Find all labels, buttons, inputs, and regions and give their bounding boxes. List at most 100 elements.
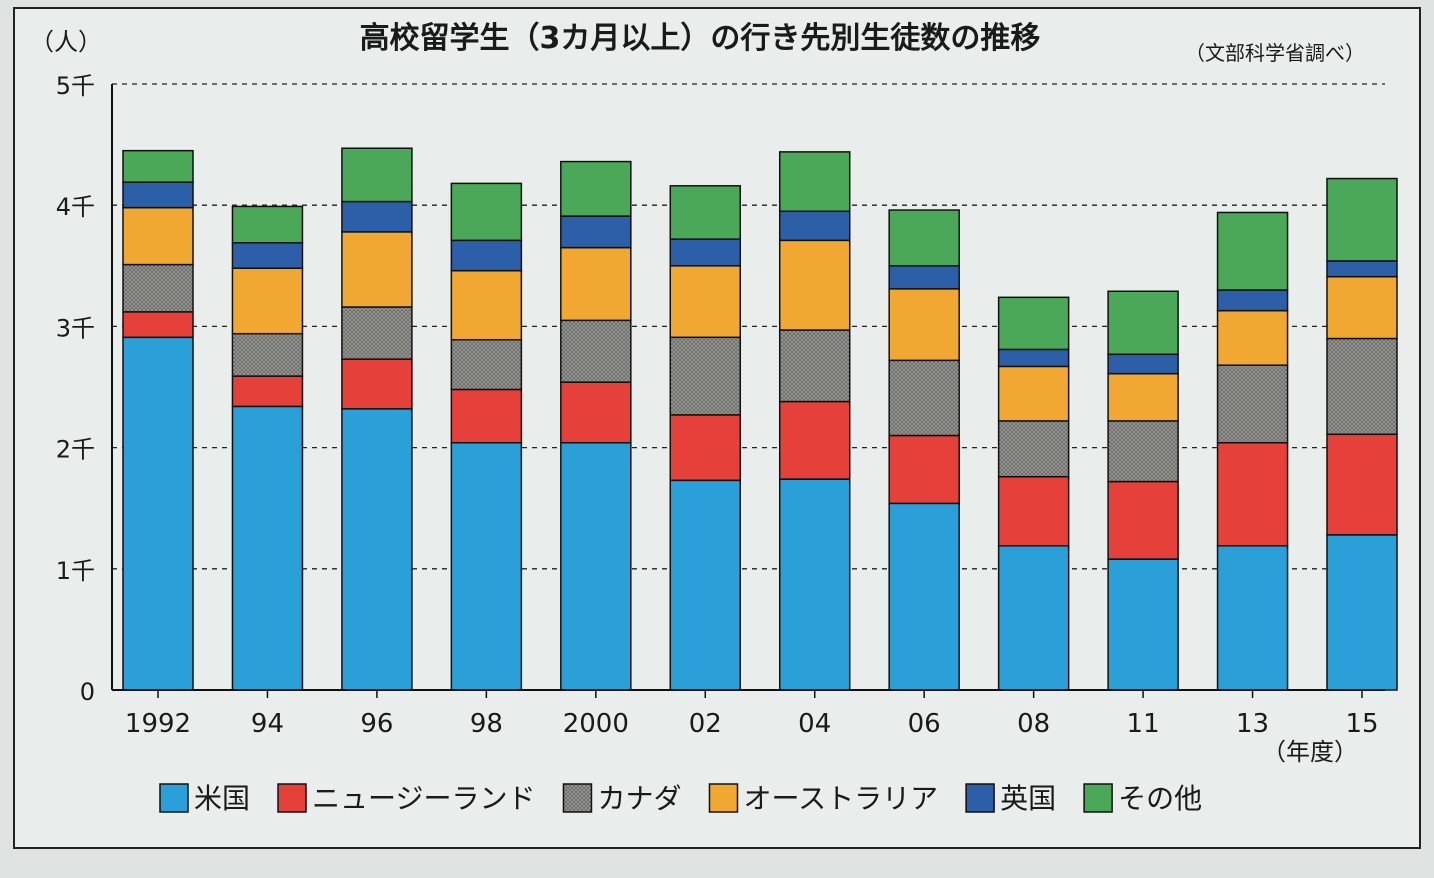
bar-segment bbox=[1107, 372, 1179, 422]
x-tick-label: 08 bbox=[1017, 709, 1050, 739]
bar-segment bbox=[231, 267, 304, 335]
bar-segment bbox=[1326, 534, 1398, 691]
bar-segment bbox=[122, 336, 194, 691]
bar-segment bbox=[341, 231, 413, 308]
bar-segment bbox=[1216, 545, 1289, 691]
x-axis-unit: （年度） bbox=[1262, 738, 1358, 766]
bar-segment bbox=[560, 215, 632, 249]
bar-segment bbox=[450, 239, 523, 272]
bar-segment bbox=[1216, 289, 1289, 312]
bar-segment bbox=[669, 336, 742, 416]
bar-segment bbox=[778, 151, 851, 213]
legend-swatch bbox=[562, 783, 593, 813]
bar-segment bbox=[122, 149, 194, 183]
bar-segment bbox=[1107, 420, 1179, 483]
bar-segment bbox=[888, 502, 960, 691]
bar-segment bbox=[1107, 353, 1179, 375]
legend-swatch bbox=[277, 783, 307, 813]
y-tick-label: 5千 bbox=[56, 72, 95, 100]
bar-segment bbox=[997, 348, 1070, 368]
bar-segment bbox=[341, 306, 413, 360]
bar-segment bbox=[231, 375, 304, 408]
bar-segment bbox=[1216, 442, 1289, 547]
bar-segment bbox=[1326, 177, 1398, 262]
bar-segment bbox=[1216, 309, 1289, 366]
bar-segment bbox=[560, 381, 632, 444]
bar-segment bbox=[450, 388, 523, 444]
x-tick-label: 96 bbox=[360, 709, 393, 739]
y-axis-unit: （人） bbox=[30, 28, 102, 56]
legend-label: ニュージーランド bbox=[312, 782, 535, 815]
bar-segment bbox=[888, 434, 960, 505]
bar-segment bbox=[341, 408, 413, 691]
bar-segment bbox=[231, 405, 304, 691]
legend-swatch bbox=[708, 783, 739, 813]
bar-segment bbox=[888, 265, 960, 290]
bar-segment bbox=[1326, 275, 1398, 340]
bar-segment bbox=[560, 319, 632, 383]
x-tick-label: 15 bbox=[1345, 709, 1378, 739]
legend-label: その他 bbox=[1118, 782, 1202, 815]
bar-segment bbox=[1326, 433, 1398, 536]
x-tick-label: 04 bbox=[798, 709, 831, 739]
bar-segment bbox=[669, 479, 742, 691]
x-tick-label: 94 bbox=[251, 709, 284, 739]
y-tick-label: 0 bbox=[80, 678, 95, 706]
bar-segment bbox=[341, 358, 413, 410]
y-tick-label: 1千 bbox=[56, 557, 95, 585]
bar-segment bbox=[778, 239, 851, 331]
bar-segment bbox=[778, 329, 851, 403]
bar-segment bbox=[1326, 260, 1398, 278]
bar-segment bbox=[231, 205, 304, 244]
bar-segment bbox=[1216, 211, 1289, 291]
bar-segment bbox=[778, 400, 851, 480]
x-tick-label: 98 bbox=[470, 709, 503, 739]
bar-segment bbox=[450, 182, 523, 242]
x-tick-label: 06 bbox=[908, 709, 941, 739]
bar-segment bbox=[560, 246, 632, 322]
bar-segment bbox=[122, 311, 194, 339]
bar-segment bbox=[341, 147, 413, 203]
legend-swatch bbox=[1083, 783, 1113, 813]
y-tick-label: 4千 bbox=[56, 193, 95, 221]
bar-segment bbox=[122, 263, 194, 313]
bar-segment bbox=[122, 181, 194, 209]
legend-swatch bbox=[965, 783, 995, 813]
bar-segment bbox=[1107, 290, 1179, 356]
x-tick-label: 13 bbox=[1236, 709, 1269, 739]
bar-segment bbox=[778, 210, 851, 242]
bar-segment bbox=[997, 420, 1070, 478]
bar-segment bbox=[888, 209, 960, 267]
bar-segment bbox=[669, 414, 742, 482]
legend-swatch bbox=[159, 783, 189, 813]
bar-segment bbox=[450, 442, 523, 691]
bar-segment bbox=[450, 269, 523, 341]
bar-segment bbox=[888, 359, 960, 437]
bar-segment bbox=[997, 545, 1070, 691]
y-tick-label: 3千 bbox=[56, 314, 95, 342]
bar-segment bbox=[669, 265, 742, 339]
bar-segment bbox=[997, 475, 1070, 547]
x-tick-label: 02 bbox=[689, 709, 722, 739]
bar-segment bbox=[560, 160, 632, 217]
bar-segment bbox=[888, 288, 960, 362]
bar-segment bbox=[450, 338, 523, 391]
legend-label: オーストラリア bbox=[743, 782, 938, 815]
bar-segment bbox=[997, 365, 1070, 422]
source-note: （文部科学省調べ） bbox=[1185, 41, 1365, 65]
bar-segment bbox=[560, 442, 632, 691]
bar-segment bbox=[1107, 558, 1179, 691]
bar-segment bbox=[122, 206, 194, 266]
x-tick-label: 1992 bbox=[125, 709, 191, 739]
bar-segment bbox=[669, 185, 742, 240]
bar-segment bbox=[1216, 364, 1289, 444]
legend-label: カナダ bbox=[597, 782, 681, 815]
bar-segment bbox=[1107, 480, 1179, 560]
bar-segment bbox=[341, 200, 413, 233]
bar-segment bbox=[231, 332, 304, 377]
bar-segment bbox=[1326, 337, 1398, 436]
bar-segment bbox=[997, 296, 1070, 351]
x-tick-label: 11 bbox=[1127, 709, 1160, 739]
y-tick-label: 2千 bbox=[56, 436, 95, 464]
